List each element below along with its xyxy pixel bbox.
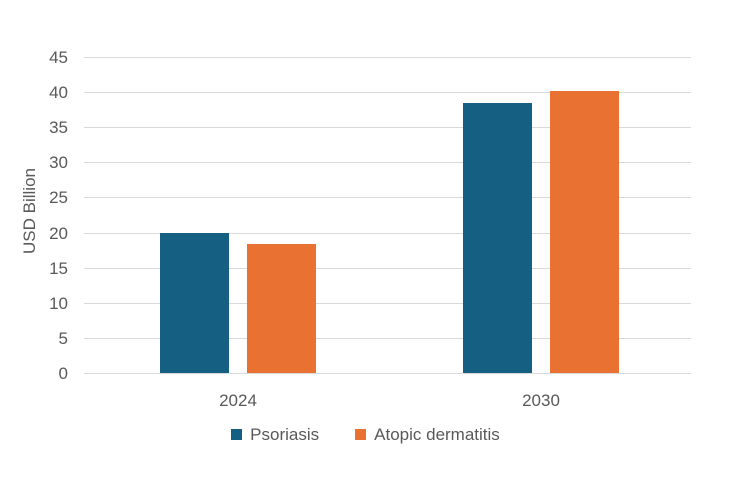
- y-tick-label: 5: [58, 329, 68, 348]
- legend-label: Atopic dermatitis: [374, 424, 500, 444]
- gridline: [84, 303, 691, 304]
- gridline: [84, 338, 691, 339]
- y-tick-label: 0: [58, 364, 68, 383]
- legend-label: Psoriasis: [250, 424, 320, 444]
- legend: Psoriasis Atopic dermatitis: [0, 425, 731, 443]
- legend-swatch-atopic-dermatitis: [355, 428, 367, 440]
- gridline: [84, 92, 691, 93]
- legend-item: Atopic dermatitis: [355, 426, 500, 443]
- y-tick-label: 30: [49, 153, 68, 172]
- y-tick-label: 45: [49, 48, 68, 67]
- legend-swatch-psoriasis: [231, 428, 243, 440]
- y-tick-label: 15: [49, 259, 68, 278]
- x-category-label: 2024: [219, 391, 257, 410]
- y-tick-label: 25: [49, 188, 68, 207]
- x-category-label: 2030: [522, 391, 560, 410]
- bar-atopic-dermatitis-2030: [550, 91, 619, 373]
- gridline: [84, 197, 691, 198]
- y-tick-label: 35: [49, 118, 68, 137]
- y-tick-label: 10: [49, 294, 68, 313]
- legend-item: Psoriasis: [231, 426, 319, 443]
- gridline: [84, 268, 691, 269]
- gridline: [84, 373, 691, 374]
- y-tick-label: 20: [49, 224, 68, 243]
- gridline: [84, 127, 691, 128]
- gridline: [84, 57, 691, 58]
- y-tick-label: 40: [49, 83, 68, 102]
- bar-atopic-dermatitis-2024: [247, 244, 316, 373]
- bar-psoriasis-2030: [463, 103, 532, 373]
- gridline: [84, 233, 691, 234]
- bar-psoriasis-2024: [160, 233, 229, 373]
- gridline: [84, 162, 691, 163]
